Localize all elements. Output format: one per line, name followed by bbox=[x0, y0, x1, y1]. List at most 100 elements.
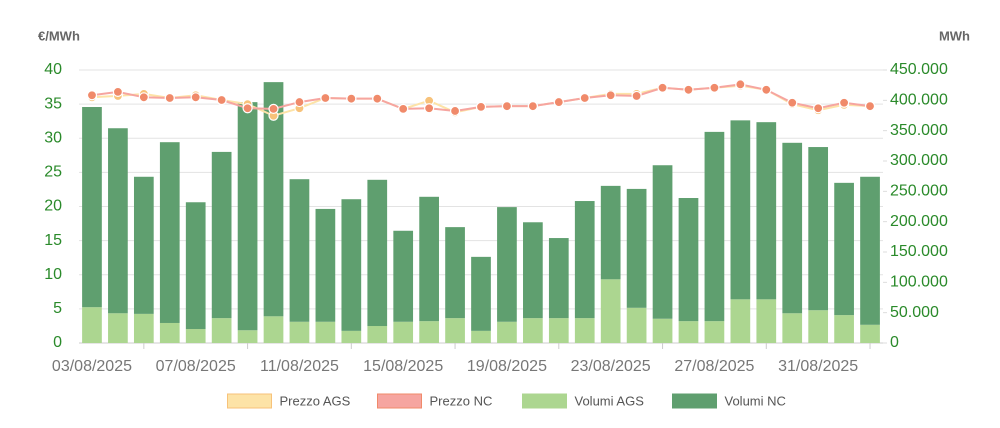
bar bbox=[341, 330, 362, 343]
bar bbox=[730, 299, 751, 343]
y2-tick-label: 0 bbox=[890, 334, 899, 351]
bar bbox=[548, 238, 569, 319]
x-tick-label: 11/08/2025 bbox=[260, 358, 339, 375]
x-tick-label: 23/08/2025 bbox=[571, 358, 651, 375]
bar bbox=[626, 307, 647, 343]
y-tick-label: 30 bbox=[44, 129, 62, 146]
line-marker bbox=[657, 82, 668, 93]
y2-tick-label: 200.000 bbox=[890, 213, 948, 230]
bar bbox=[626, 188, 647, 308]
line-marker bbox=[268, 103, 279, 115]
line-marker bbox=[242, 103, 253, 114]
bar bbox=[860, 324, 880, 343]
bar bbox=[82, 307, 102, 343]
line-marker bbox=[787, 97, 798, 108]
bar bbox=[600, 185, 621, 280]
line-marker bbox=[216, 94, 227, 106]
bar bbox=[289, 321, 310, 343]
bar bbox=[237, 330, 258, 343]
bar bbox=[834, 182, 854, 316]
line-marker bbox=[424, 103, 435, 114]
line-marker bbox=[112, 86, 124, 97]
bar bbox=[782, 142, 803, 314]
bar bbox=[497, 207, 517, 322]
bar bbox=[315, 208, 336, 322]
bar bbox=[445, 227, 465, 319]
line-marker bbox=[761, 84, 772, 95]
y-tick-label: 35 bbox=[44, 95, 62, 112]
x-tick-label: 03/08/2025 bbox=[52, 358, 132, 375]
bar bbox=[808, 147, 829, 311]
legend-swatch bbox=[377, 393, 422, 409]
bar bbox=[263, 316, 284, 343]
bar bbox=[82, 107, 102, 308]
legend-swatch bbox=[227, 393, 272, 409]
bar bbox=[574, 318, 595, 343]
legend-swatch bbox=[672, 393, 717, 409]
y-axis-title: €/MWh bbox=[38, 28, 80, 43]
bar bbox=[133, 176, 154, 314]
y-tick-label: 15 bbox=[44, 232, 62, 249]
line-marker bbox=[683, 84, 694, 95]
line-marker bbox=[449, 105, 461, 117]
bar bbox=[185, 329, 206, 343]
bar bbox=[159, 142, 180, 323]
bar bbox=[367, 179, 388, 327]
bar bbox=[782, 313, 803, 343]
bar bbox=[419, 321, 439, 343]
line-marker bbox=[709, 82, 720, 93]
bar bbox=[523, 222, 543, 319]
bar bbox=[704, 321, 725, 343]
line-marker bbox=[813, 103, 824, 114]
bar bbox=[497, 321, 517, 343]
bar bbox=[367, 326, 388, 343]
bar bbox=[419, 196, 439, 322]
y2-tick-label: 50.000 bbox=[890, 304, 939, 321]
bar bbox=[756, 299, 777, 343]
line-marker bbox=[631, 90, 642, 102]
x-tick-label: 15/08/2025 bbox=[363, 358, 443, 375]
bar bbox=[108, 128, 128, 314]
line-marker bbox=[398, 103, 409, 115]
y-tick-label: 20 bbox=[44, 198, 62, 215]
bar bbox=[574, 201, 595, 319]
x-tick-label: 27/08/2025 bbox=[674, 358, 754, 375]
legend-label: Prezzo NC bbox=[430, 393, 493, 408]
line-marker bbox=[501, 101, 513, 112]
x-tick-label: 07/08/2025 bbox=[156, 358, 236, 375]
y-tick-label: 25 bbox=[44, 164, 62, 181]
bar bbox=[756, 122, 777, 300]
bar bbox=[808, 310, 829, 343]
bar bbox=[341, 199, 362, 331]
bar bbox=[289, 179, 310, 322]
bar bbox=[678, 198, 699, 322]
bar bbox=[652, 318, 673, 343]
x-tick-label: 19/08/2025 bbox=[467, 358, 547, 375]
y2-tick-label: 300.000 bbox=[890, 152, 948, 169]
y-tick-label: 5 bbox=[53, 300, 62, 317]
line-marker bbox=[527, 101, 538, 112]
bar bbox=[393, 230, 414, 322]
line-marker bbox=[190, 92, 201, 103]
legend-swatch bbox=[522, 393, 567, 409]
bar bbox=[704, 131, 725, 322]
x-tick-label: 31/08/2025 bbox=[778, 358, 858, 375]
bar bbox=[860, 176, 880, 325]
y2-tick-label: 250.000 bbox=[890, 183, 948, 200]
line-marker bbox=[346, 93, 357, 104]
bar bbox=[652, 165, 673, 319]
line-marker bbox=[735, 79, 746, 90]
legend-label: Volumi AGS bbox=[575, 393, 645, 408]
bar bbox=[730, 120, 751, 300]
bar bbox=[185, 202, 206, 330]
bar bbox=[471, 330, 491, 343]
bar bbox=[159, 322, 180, 343]
line-marker bbox=[294, 96, 305, 108]
bar bbox=[471, 256, 491, 331]
bar bbox=[108, 313, 128, 343]
bar bbox=[263, 82, 284, 317]
bar bbox=[523, 318, 543, 343]
y-tick-label: 40 bbox=[44, 61, 62, 78]
line-marker bbox=[864, 101, 876, 112]
